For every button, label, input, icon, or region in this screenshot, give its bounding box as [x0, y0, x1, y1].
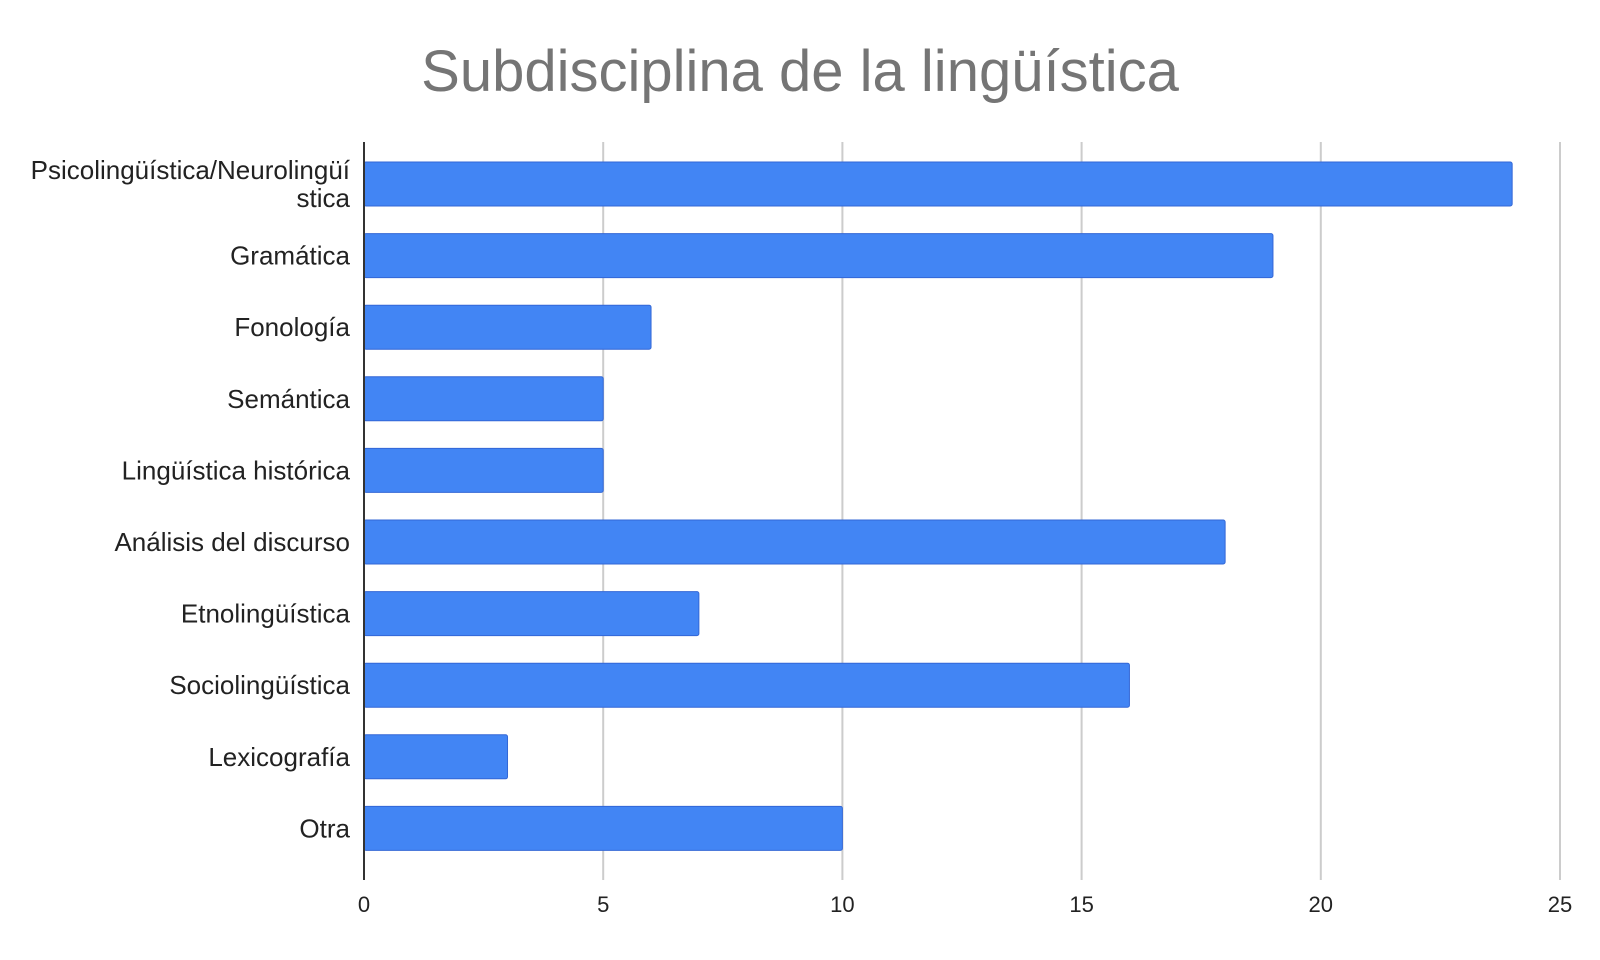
bar-5	[363, 447, 604, 493]
bar-8	[363, 662, 1130, 708]
bar-1	[363, 161, 1513, 207]
category-label: Gramática	[230, 241, 350, 271]
bar-3	[363, 304, 652, 350]
x-tick-label: 0	[358, 892, 370, 917]
bar-10	[363, 805, 843, 851]
category-label: Lexicografía	[208, 742, 350, 772]
bar-7	[363, 591, 700, 637]
chart-title: Subdisciplina de la lingüística	[421, 39, 1179, 104]
category-label: Lingüística histórica	[122, 455, 351, 485]
category-label: Etnolingüística	[181, 599, 351, 629]
bar-6	[363, 519, 1226, 565]
x-tick-label: 20	[1309, 892, 1333, 917]
x-tick-label: 15	[1069, 892, 1093, 917]
x-tick-label: 10	[830, 892, 854, 917]
x-tick-label: 5	[597, 892, 609, 917]
category-label: Semántica	[227, 384, 350, 414]
bar-2	[363, 233, 1274, 279]
category-label: Análisis del discurso	[114, 527, 350, 557]
bar-9	[363, 734, 509, 780]
category-label: Otra	[299, 813, 350, 843]
bar-4	[363, 376, 604, 422]
category-label: Fonología	[234, 312, 350, 342]
category-label: Psicolingüística/Neurolingüí stica	[31, 155, 351, 213]
category-label: Sociolingüística	[169, 670, 350, 700]
x-tick-label: 25	[1548, 892, 1572, 917]
